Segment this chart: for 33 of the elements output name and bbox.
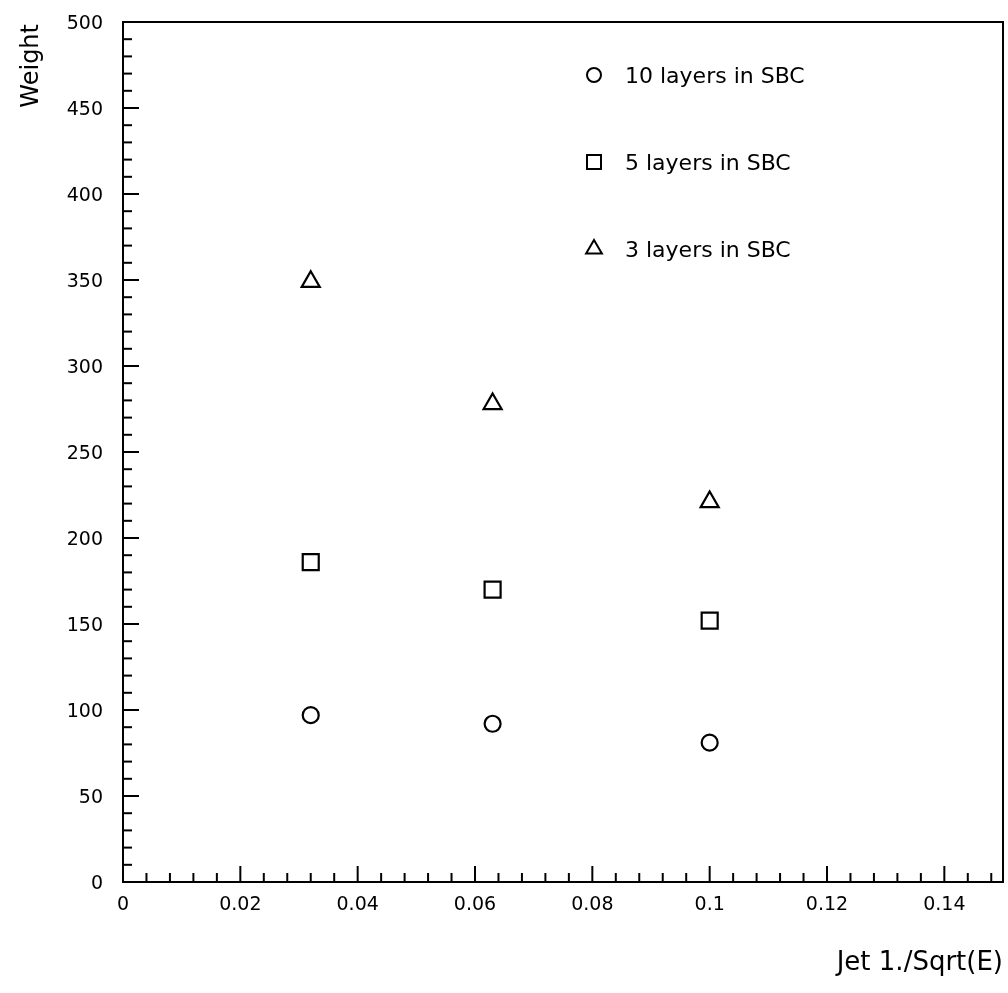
y-tick-label: 500 — [66, 11, 103, 33]
y-tick-label: 300 — [66, 355, 103, 377]
point — [301, 552, 320, 572]
x-axis-title: Jet 1./Sqrt(E) — [834, 946, 1003, 976]
x-tick-label: 0 — [116, 892, 130, 914]
y-axis-title: Weight — [16, 24, 44, 108]
point — [699, 490, 720, 509]
legend-label: 5 layers in SBC — [625, 150, 791, 175]
point — [483, 714, 502, 733]
y-tick-label: 0 — [90, 871, 103, 893]
y-tick-label: 250 — [66, 441, 103, 463]
y-tick-label: 350 — [66, 269, 103, 291]
point — [482, 392, 503, 411]
point — [483, 580, 502, 599]
y-tick-label: 50 — [78, 785, 103, 807]
y-tick-label: 150 — [66, 613, 103, 635]
x-tick-label: 0.04 — [336, 892, 379, 914]
legend-label: 10 layers in SBC — [625, 63, 805, 88]
legend-label: 3 layers in SBC — [625, 237, 791, 262]
x-tick-label: 0.14 — [923, 892, 966, 914]
x-tick-label: 0.12 — [805, 892, 849, 914]
y-tick-label: 200 — [66, 527, 103, 549]
y-tick-label: 450 — [66, 97, 103, 119]
x-tick-label: 0.06 — [453, 892, 497, 914]
y-tick-label: 400 — [66, 183, 103, 205]
y-tick-label: 100 — [66, 699, 103, 721]
point — [301, 706, 320, 725]
x-tick-label: 0.1 — [694, 892, 725, 914]
point — [700, 611, 719, 630]
point — [700, 733, 719, 752]
point — [300, 270, 321, 289]
x-tick-label: 0.02 — [219, 892, 262, 914]
x-tick-label: 0.08 — [571, 892, 614, 914]
